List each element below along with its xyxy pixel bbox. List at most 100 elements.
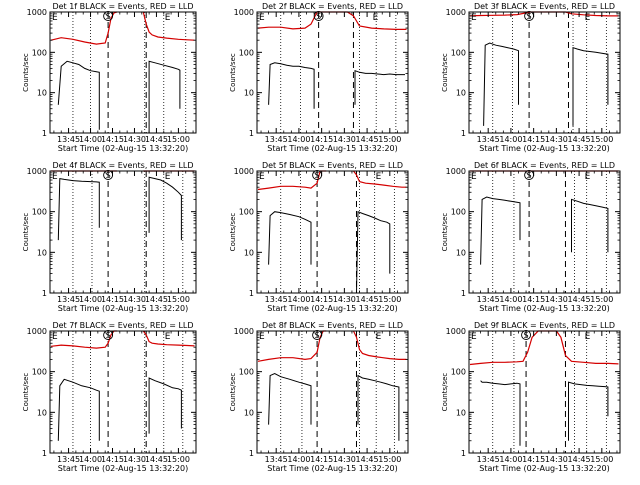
x-tick-label: 14:00 [79,455,102,464]
x-tick-label: 15:00 [378,455,401,464]
x-tick-label: 14:00 [499,455,522,464]
y-tick-label: 1 [461,289,466,298]
events-series-line [57,178,100,241]
y-tick-label: 100 [451,48,466,57]
y-tick-label: 10 [244,408,254,417]
eclipse-marker: E [585,13,591,23]
x-tick-label: 14:30 [123,455,146,464]
plot-frame [256,11,409,134]
y-axis-label: Counts/sec [441,373,449,412]
det-panel: Det 5f BLACK = Events, RED = LLD 1 10 100 10… [229,161,409,313]
y-axis-label: Counts/sec [441,213,449,252]
lld-series-line [142,330,195,347]
y-tick-label: 1 [249,289,254,298]
x-tick-label: 15:00 [590,295,613,304]
y-tick-label: 1000 [27,327,47,336]
events-series-line [354,69,405,105]
x-tick-label: 14:45 [145,135,168,144]
eclipse-marker: E [165,172,171,182]
y-tick-label: 100 [32,208,47,217]
y-tick-label: 100 [239,368,254,377]
lld-series-line [469,330,619,366]
lld-series-line [142,11,195,41]
panel-title: Det 1f BLACK = Events, RED = LLD [52,2,193,11]
plot-frame [468,11,621,134]
x-tick-label: 14:15 [310,135,333,144]
x-axis-label: Start Time (02-Aug-15 13:32:20) [479,144,610,153]
x-tick-label: 13:45 [265,455,288,464]
y-axis-label: Counts/sec [441,53,449,92]
x-tick-label: 14:30 [545,135,568,144]
panel-title: Det 6f BLACK = Events, RED = LLD [474,161,615,170]
y-tick-label: 100 [451,208,466,217]
scan-start-marker-circle [312,330,323,340]
y-tick-label: 1 [42,129,47,138]
y-axis-label: Counts/sec [22,213,30,252]
plot-frame [256,170,409,294]
x-tick-label: 13:45 [477,295,500,304]
x-tick-label: 13:45 [57,295,80,304]
events-series-line [268,62,315,109]
x-tick-label: 13:45 [57,455,80,464]
x-tick-label: 14:15 [310,455,333,464]
det-panel: Det 9f BLACK = Events, RED = LLD 1 10 100 10… [441,321,621,473]
x-tick-label: 14:15 [101,295,124,304]
events-series-line [356,210,391,294]
lld-series-line [257,11,407,30]
y-tick-label: 1000 [234,327,254,336]
panel-title: Det 2f BLACK = Events, RED = LLD [262,2,403,11]
y-tick-label: 10 [37,248,47,257]
x-tick-label: 14:30 [333,455,356,464]
x-axis-label: Start Time (02-Aug-15 13:32:20) [58,464,189,473]
events-series-line [57,378,100,441]
x-tick-label: 15:00 [167,135,190,144]
x-axis-label: Start Time (02-Aug-15 13:32:20) [267,464,398,473]
x-tick-label: 14:00 [499,135,522,144]
y-tick-label: 10 [456,248,466,257]
x-tick-label: 15:00 [378,295,401,304]
y-tick-label: 1000 [27,8,47,17]
plot-frame [468,170,621,294]
events-series-line [148,377,182,434]
y-tick-label: 10 [456,408,466,417]
events-series-line [148,176,182,241]
x-axis-label: Start Time (02-Aug-15 13:32:20) [479,464,610,473]
x-tick-label: 14:30 [123,295,146,304]
lld-series-line [353,170,407,188]
x-tick-label: 14:45 [356,295,379,304]
x-tick-label: 14:45 [568,455,591,464]
panel-title: Det 4f BLACK = Events, RED = LLD [52,161,193,170]
scan-start-marker-circle [103,11,114,21]
x-tick-label: 14:45 [356,455,379,464]
x-tick-label: 15:00 [167,455,190,464]
eclipse-marker: E [165,13,171,23]
scan-start-marker: S [527,171,532,180]
y-tick-label: 1 [249,449,254,458]
scan-start-marker-circle [103,170,114,180]
panel-title: Det 9f BLACK = Events, RED = LLD [474,321,615,330]
y-tick-label: 10 [244,89,254,98]
eclipse-marker: E [259,172,265,182]
x-tick-label: 13:45 [265,135,288,144]
x-tick-label: 14:00 [499,295,522,304]
det-panel: Det 8f BLACK = Events, RED = LLD 1 10 100 10… [229,321,409,473]
panel-title: Det 3f BLACK = Events, RED = LLD [474,2,615,11]
panel-title: Det 5f BLACK = Events, RED = LLD [262,161,403,170]
eclipse-marker: E [52,332,58,342]
x-tick-label: 14:00 [287,135,310,144]
eclipse-marker: E [373,13,379,23]
eclipse-marker: E [376,332,382,342]
y-axis-label: Counts/sec [229,213,237,252]
panel-title: Det 7f BLACK = Events, RED = LLD [52,321,193,330]
x-tick-label: 14:30 [333,135,356,144]
eclipse-marker: E [585,332,591,342]
events-series-line [571,198,609,253]
eclipse-marker: E [52,172,58,182]
y-tick-label: 100 [32,48,47,57]
det-panel: Det 2f BLACK = Events, RED = LLD 1 10 100 10… [229,2,409,153]
x-tick-label: 14:30 [545,295,568,304]
scan-start-marker-circle [312,170,323,180]
y-tick-label: 100 [239,208,254,217]
x-tick-label: 14:45 [356,135,379,144]
